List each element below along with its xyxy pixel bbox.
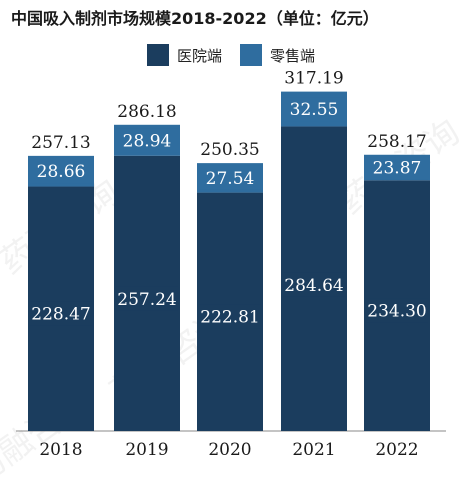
- x-tick-label: 2019: [125, 440, 168, 460]
- x-tick-label: 2022: [375, 440, 418, 460]
- legend: 医院端 零售端: [0, 44, 462, 66]
- data-label-retail: 32.55: [290, 100, 339, 120]
- data-label-box: [30, 301, 92, 326]
- data-label-box: [116, 128, 178, 153]
- total-label: 257.13: [31, 133, 90, 153]
- x-tick-label: 2021: [292, 440, 335, 460]
- data-label-box: [283, 272, 345, 297]
- chart-title: 中国吸入制剂市场规模2018-2022（单位：亿元）: [11, 9, 379, 28]
- data-label-box: [366, 298, 428, 323]
- data-label-retail: 23.87: [373, 159, 422, 179]
- data-label-box: [116, 286, 178, 311]
- legend-swatch-retail: [240, 44, 262, 66]
- data-label-retail: 28.66: [37, 162, 86, 182]
- data-label-hospital: 284.64: [284, 276, 343, 296]
- legend-item-hospital: 医院端: [146, 44, 222, 66]
- data-label-retail: 27.54: [206, 169, 255, 189]
- x-tick-label: 2018: [39, 440, 82, 460]
- data-label-retail: 28.94: [123, 131, 172, 151]
- legend-label-retail: 零售端: [270, 46, 316, 65]
- total-label: 250.35: [200, 140, 259, 160]
- data-label-box: [199, 304, 261, 329]
- data-label-hospital: 228.47: [31, 305, 90, 325]
- bar-chart: 228.47 28.66 257.13 2018 257.24 28.94 286.18 20…: [16, 69, 446, 460]
- total-label: 286.18: [117, 102, 176, 122]
- data-label-box: [366, 155, 428, 180]
- legend-item-retail: 零售端: [240, 44, 315, 66]
- data-label-box: [283, 97, 345, 122]
- data-label-hospital: 222.81: [200, 308, 259, 328]
- x-tick-label: 2020: [208, 440, 251, 460]
- data-label-box: [199, 165, 261, 190]
- legend-label-hospital: 医院端: [176, 46, 222, 65]
- data-label-box: [30, 159, 92, 184]
- data-label-hospital: 234.30: [367, 302, 426, 322]
- total-label: 317.19: [284, 69, 343, 89]
- total-label: 258.17: [367, 132, 426, 152]
- legend-swatch-hospital: [146, 44, 169, 66]
- data-label-hospital: 257.24: [117, 290, 176, 310]
